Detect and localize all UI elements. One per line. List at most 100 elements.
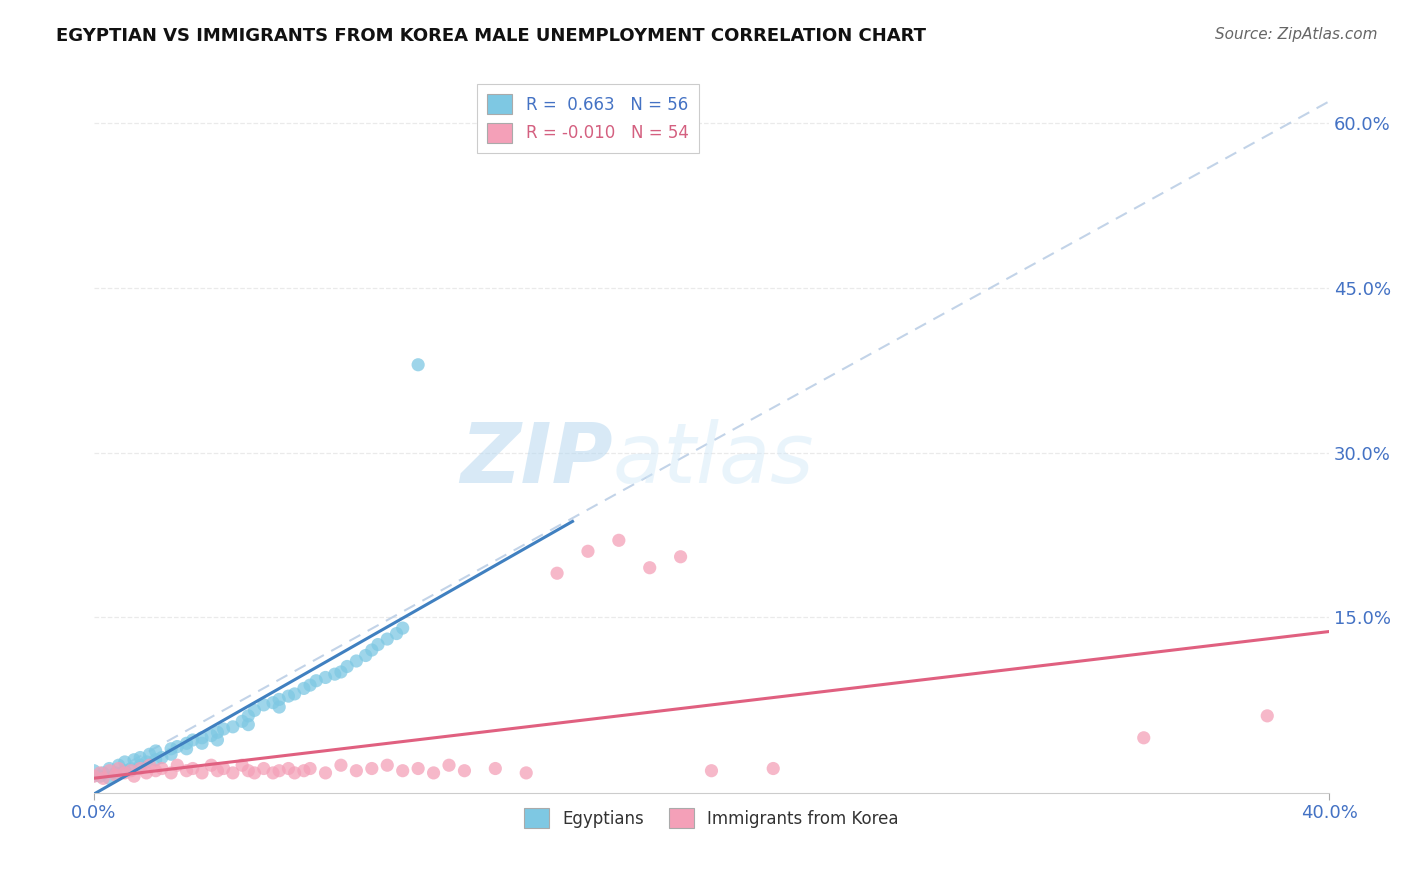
Point bbox=[207, 733, 229, 747]
Point bbox=[360, 762, 382, 776]
Point bbox=[453, 764, 475, 778]
Point bbox=[222, 765, 245, 780]
Point bbox=[120, 762, 142, 776]
Point bbox=[98, 772, 121, 786]
Point bbox=[305, 673, 328, 688]
Point bbox=[176, 736, 198, 750]
Point bbox=[120, 764, 142, 778]
Point bbox=[299, 762, 322, 776]
Point bbox=[669, 549, 692, 564]
Point bbox=[284, 687, 307, 701]
Point bbox=[253, 762, 276, 776]
Point bbox=[336, 659, 359, 673]
Point bbox=[329, 665, 352, 679]
Point bbox=[299, 678, 322, 692]
Point bbox=[160, 741, 183, 756]
Point bbox=[91, 772, 114, 786]
Point bbox=[515, 765, 537, 780]
Point bbox=[176, 741, 198, 756]
Point bbox=[83, 764, 105, 778]
Point bbox=[269, 764, 291, 778]
Point bbox=[150, 762, 173, 776]
Point bbox=[238, 717, 260, 731]
Point bbox=[145, 764, 167, 778]
Point bbox=[292, 681, 315, 696]
Point bbox=[145, 753, 167, 767]
Point bbox=[207, 725, 229, 739]
Point bbox=[284, 765, 307, 780]
Point bbox=[292, 764, 315, 778]
Point bbox=[114, 765, 136, 780]
Point bbox=[98, 762, 121, 776]
Point bbox=[253, 698, 276, 712]
Point bbox=[104, 768, 127, 782]
Point bbox=[437, 758, 460, 772]
Point bbox=[262, 696, 284, 710]
Point bbox=[181, 762, 204, 776]
Point bbox=[222, 720, 245, 734]
Point bbox=[107, 762, 129, 776]
Point bbox=[269, 692, 291, 706]
Point bbox=[638, 560, 661, 574]
Point bbox=[176, 764, 198, 778]
Point bbox=[191, 765, 214, 780]
Point bbox=[91, 765, 114, 780]
Point bbox=[89, 769, 111, 783]
Point bbox=[315, 765, 337, 780]
Point bbox=[129, 762, 152, 776]
Point bbox=[138, 747, 160, 762]
Point bbox=[238, 709, 260, 723]
Point bbox=[200, 758, 222, 772]
Point bbox=[344, 764, 367, 778]
Point bbox=[277, 689, 299, 703]
Point bbox=[138, 758, 160, 772]
Point bbox=[375, 758, 398, 772]
Point bbox=[231, 714, 253, 729]
Point bbox=[1132, 731, 1154, 745]
Point bbox=[83, 769, 105, 783]
Text: EGYPTIAN VS IMMIGRANTS FROM KOREA MALE UNEMPLOYMENT CORRELATION CHART: EGYPTIAN VS IMMIGRANTS FROM KOREA MALE U… bbox=[56, 27, 927, 45]
Point bbox=[191, 736, 214, 750]
Point bbox=[135, 765, 157, 780]
Point bbox=[150, 750, 173, 764]
Point bbox=[546, 566, 568, 581]
Point bbox=[243, 765, 266, 780]
Point bbox=[700, 764, 723, 778]
Legend: Egyptians, Immigrants from Korea: Egyptians, Immigrants from Korea bbox=[517, 801, 905, 835]
Point bbox=[315, 670, 337, 684]
Point bbox=[1256, 709, 1278, 723]
Point bbox=[762, 762, 785, 776]
Point bbox=[212, 762, 235, 776]
Point bbox=[129, 758, 152, 772]
Point bbox=[212, 722, 235, 736]
Point bbox=[145, 744, 167, 758]
Point bbox=[160, 747, 183, 762]
Point bbox=[231, 758, 253, 772]
Point bbox=[114, 764, 136, 778]
Point bbox=[391, 764, 413, 778]
Point bbox=[484, 762, 506, 776]
Point bbox=[360, 643, 382, 657]
Point bbox=[269, 700, 291, 714]
Point bbox=[122, 769, 145, 783]
Point bbox=[104, 765, 127, 780]
Text: ZIP: ZIP bbox=[460, 419, 613, 500]
Point bbox=[329, 758, 352, 772]
Point bbox=[160, 765, 183, 780]
Point bbox=[200, 729, 222, 743]
Point bbox=[385, 626, 408, 640]
Point bbox=[354, 648, 377, 663]
Point bbox=[375, 632, 398, 646]
Point bbox=[166, 739, 188, 754]
Point bbox=[181, 733, 204, 747]
Point bbox=[191, 731, 214, 745]
Point bbox=[89, 765, 111, 780]
Point bbox=[207, 764, 229, 778]
Point bbox=[367, 638, 389, 652]
Text: Source: ZipAtlas.com: Source: ZipAtlas.com bbox=[1215, 27, 1378, 42]
Point bbox=[114, 755, 136, 769]
Point bbox=[323, 667, 346, 681]
Point bbox=[107, 758, 129, 772]
Point bbox=[243, 703, 266, 717]
Point bbox=[607, 533, 630, 548]
